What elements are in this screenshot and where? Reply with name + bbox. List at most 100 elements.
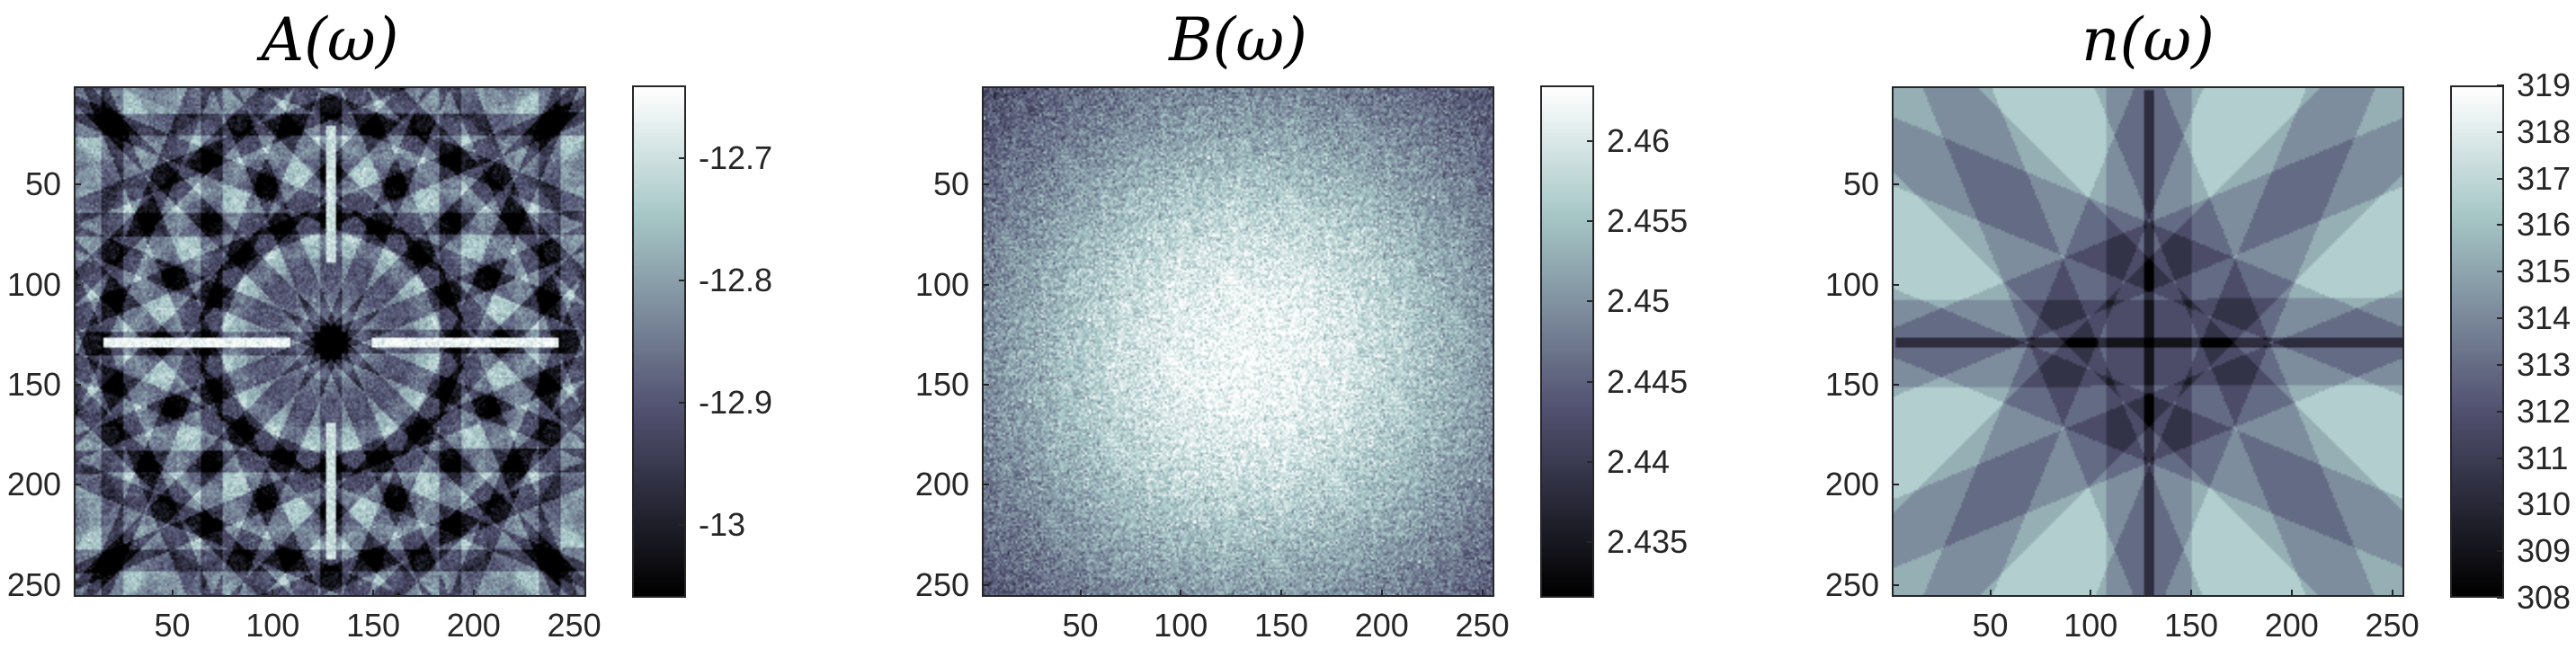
colorbar-tick-label: -13 [699, 505, 746, 543]
y-tick-label: 250 [914, 565, 969, 603]
y-tick-label: 100 [1824, 265, 1879, 303]
x-tick-label: 50 [154, 607, 191, 644]
panel-title: n(ω) [2081, 5, 2215, 75]
panel-title: B(ω) [1169, 5, 1307, 75]
y-tick-label: 200 [1824, 466, 1879, 503]
colorbar-tick-mark [2497, 84, 2504, 86]
y-tick-mark [74, 183, 81, 186]
x-tick-label: 250 [1455, 607, 1510, 644]
colorbar-tick-label: 316 [2517, 206, 2572, 244]
y-tick-mark [74, 484, 81, 486]
colorbar-tick-label: 314 [2517, 299, 2572, 337]
y-tick-mark [74, 583, 81, 586]
colorbar-tick-mark [1587, 460, 1594, 463]
x-tick-mark [2391, 590, 2393, 597]
y-tick-mark [1892, 283, 1899, 286]
colorbar-tick-label: -12.7 [699, 139, 773, 177]
x-tick-label: 150 [346, 607, 401, 644]
x-tick-mark [1079, 590, 1082, 597]
colorbar-tick-label: 310 [2517, 485, 2572, 523]
colorbar-tick-label: 2.44 [1607, 442, 1671, 480]
y-tick-mark [74, 283, 81, 286]
panel-title: A(ω) [261, 5, 399, 75]
colorbar-tick-label: 312 [2517, 392, 2572, 430]
colorbar-tick-mark [679, 280, 686, 282]
y-tick-label: 250 [6, 565, 61, 603]
colorbar-tick-label: 308 [2517, 579, 2572, 616]
x-tick-label: 50 [1972, 607, 2009, 644]
y-tick-mark [1892, 183, 1899, 186]
x-tick-label: 50 [1062, 607, 1099, 644]
colorbar-tick-mark [2497, 550, 2504, 553]
y-tick-label: 50 [24, 165, 61, 203]
colorbar-tick-label: 2.46 [1607, 122, 1671, 160]
x-tick-label: 200 [2264, 607, 2319, 644]
x-tick-mark [1280, 590, 1283, 597]
colorbar-tick-mark [2497, 457, 2504, 459]
y-tick-label: 50 [1842, 165, 1879, 203]
x-tick-mark [1481, 590, 1484, 597]
x-tick-mark [171, 590, 174, 597]
colorbar-tick-mark [2497, 177, 2504, 180]
y-tick-label: 150 [914, 365, 969, 403]
colorbar-tick-label: -12.8 [699, 262, 773, 299]
colorbar [632, 85, 686, 598]
colorbar-tick-mark [2497, 597, 2504, 599]
y-tick-label: 100 [6, 265, 61, 303]
colorbar-tick-mark [1587, 140, 1594, 143]
x-tick-label: 200 [1354, 607, 1409, 644]
y-tick-mark [982, 583, 989, 586]
colorbar-tick-label: 2.45 [1607, 282, 1671, 320]
colorbar-tick-label: 318 [2517, 112, 2572, 150]
colorbar-tick-mark [2497, 363, 2504, 366]
y-tick-label: 200 [6, 466, 61, 503]
x-tick-label: 250 [2365, 607, 2420, 644]
colorbar-tick-label: 319 [2517, 67, 2572, 103]
x-tick-mark [2290, 590, 2293, 597]
y-tick-mark [1892, 583, 1899, 586]
heatmap-image [984, 88, 1493, 595]
y-tick-mark [982, 383, 989, 386]
colorbar-tick-label: -12.9 [699, 383, 773, 421]
y-tick-mark [982, 484, 989, 486]
colorbar-tick-mark [2497, 317, 2504, 320]
y-tick-label: 50 [932, 165, 969, 203]
colorbar [2450, 85, 2504, 598]
x-tick-mark [2090, 590, 2092, 597]
y-tick-label: 150 [1824, 365, 1879, 403]
colorbar-tick-label: 315 [2517, 253, 2572, 290]
colorbar-gradient [634, 87, 684, 596]
x-tick-label: 100 [1154, 607, 1208, 644]
heatmap-plot-area [1892, 86, 2404, 597]
x-tick-mark [1989, 590, 1992, 597]
colorbar-tick-label: 2.455 [1607, 202, 1689, 240]
x-tick-mark [1180, 590, 1182, 597]
colorbar-tick-mark [2497, 503, 2504, 506]
colorbar-tick-label: 2.435 [1607, 522, 1689, 560]
y-tick-label: 250 [1824, 565, 1879, 603]
x-tick-label: 150 [2164, 607, 2219, 644]
colorbar-tick-mark [1587, 300, 1594, 303]
x-tick-mark [1380, 590, 1383, 597]
heatmap-panel-a: A(ω) 50 100 150 200 250 50 100 150 200 250 -12.7 -1… [0, 0, 859, 649]
colorbar-tick-mark [1587, 540, 1594, 543]
heatmap-image [76, 88, 584, 595]
x-tick-mark [472, 590, 475, 597]
colorbar [1540, 85, 1594, 598]
heatmap-plot-area [74, 86, 586, 597]
colorbar-tick-mark [679, 523, 686, 526]
y-tick-label: 100 [914, 265, 969, 303]
y-tick-mark [1892, 383, 1899, 386]
y-tick-mark [74, 383, 81, 386]
x-tick-mark [372, 590, 375, 597]
colorbar-tick-mark [2497, 410, 2504, 413]
y-tick-mark [982, 283, 989, 286]
colorbar-tick-mark [1587, 220, 1594, 223]
x-tick-label: 150 [1254, 607, 1309, 644]
colorbar-gradient [2452, 87, 2502, 596]
y-tick-label: 200 [914, 466, 969, 503]
colorbar-tick-mark [2497, 130, 2504, 133]
colorbar-tick-label: 311 [2517, 439, 2569, 476]
y-tick-label: 150 [6, 365, 61, 403]
